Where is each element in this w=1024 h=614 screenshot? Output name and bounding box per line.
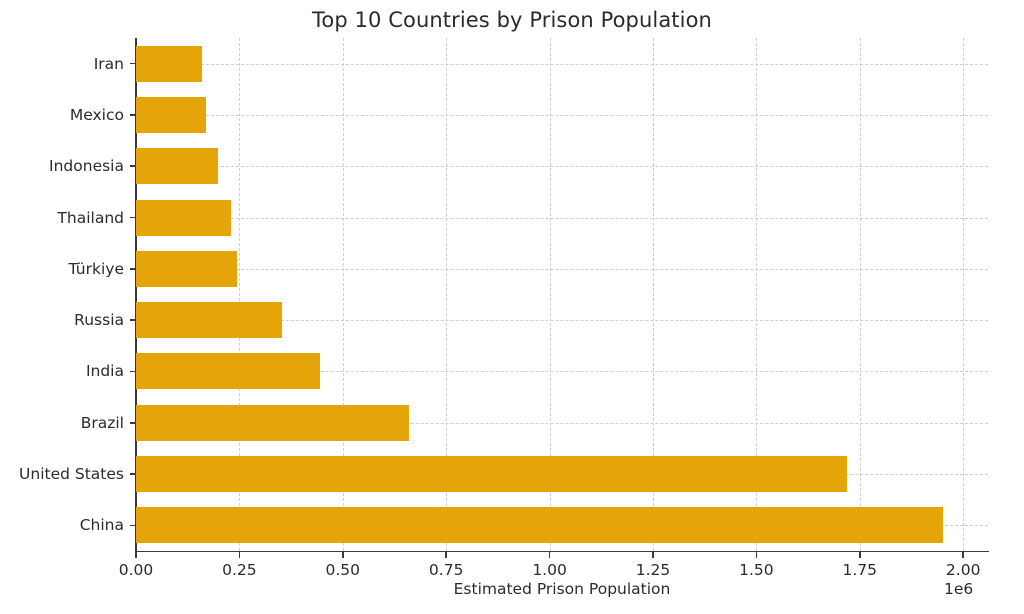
gridline-horizontal	[136, 320, 988, 322]
x-axis-tick-mark	[238, 552, 241, 558]
chart-title: Top 10 Countries by Prison Population	[312, 8, 712, 32]
x-axis-tick-label: 0.00	[118, 561, 154, 579]
y-axis-tick-mark	[130, 114, 136, 116]
plot-area	[136, 38, 988, 551]
x-axis-tick-label: 1.50	[739, 561, 774, 579]
x-axis-tick-label: 0.75	[428, 561, 464, 579]
gridline-horizontal	[136, 114, 988, 116]
y-axis-tick-label: Iran	[93, 54, 124, 73]
x-axis-tick-label: 1.00	[532, 561, 567, 579]
y-axis-tick-mark	[130, 216, 136, 219]
gridline-vertical	[239, 38, 241, 551]
x-axis-tick-label: 2.00	[945, 561, 981, 579]
bar	[136, 96, 207, 133]
gridline-vertical	[652, 38, 654, 551]
gridline-vertical	[963, 38, 965, 551]
x-axis-tick-mark	[135, 552, 137, 558]
x-axis-label: Estimated Prison Population	[453, 580, 671, 598]
bar	[136, 456, 848, 493]
y-axis-tick-mark	[130, 473, 136, 475]
x-axis-tick-mark	[962, 552, 964, 558]
y-axis-tick-label: Mexico	[69, 105, 124, 124]
gridline-horizontal	[136, 268, 988, 270]
x-axis-tick-label: 0.25	[222, 561, 257, 579]
y-axis-tick-mark	[130, 524, 136, 527]
x-axis-offset-multiplier: 1e6	[944, 580, 974, 598]
x-axis-spine	[136, 550, 989, 553]
y-axis-tick-label: United States	[19, 465, 124, 484]
gridline-vertical	[756, 38, 758, 551]
y-axis-tick-mark	[130, 319, 136, 321]
gridline-horizontal	[136, 63, 988, 65]
y-axis-tick-label: Türkiye	[68, 259, 124, 278]
bar	[136, 148, 218, 185]
bar	[136, 250, 237, 287]
y-axis-tick-mark	[130, 421, 136, 424]
y-axis-tick-label: Russia	[74, 311, 124, 330]
bar	[136, 302, 282, 339]
x-axis-tick-label: 1.25	[635, 561, 671, 579]
gridline-vertical	[549, 38, 551, 551]
y-axis-tick-label: China	[79, 516, 124, 535]
gridline-horizontal	[136, 371, 988, 373]
x-axis-tick-mark	[652, 552, 654, 558]
gridline-vertical	[446, 38, 448, 551]
x-axis-tick-mark	[548, 552, 551, 558]
gridline-vertical	[859, 38, 861, 551]
y-axis-tick-label: Brazil	[80, 413, 124, 432]
y-axis-tick-mark	[130, 62, 136, 65]
x-axis-tick-mark	[858, 552, 861, 558]
gridline-horizontal	[136, 217, 988, 219]
bar	[136, 45, 202, 82]
x-axis-tick-mark	[755, 552, 758, 558]
x-axis-tick-label: 1.75	[842, 561, 878, 579]
gridline-horizontal	[136, 422, 988, 424]
bar	[136, 199, 231, 236]
x-axis-tick-mark	[341, 552, 344, 558]
bar	[136, 404, 409, 441]
y-axis-tick-labels: Iran Mexico Indonesia Thailand Türkiye Russia…	[0, 0, 124, 614]
x-axis-tick-mark	[445, 552, 447, 558]
bar	[136, 507, 943, 544]
y-axis-tick-label: Thailand	[57, 208, 124, 227]
bar	[136, 353, 320, 390]
gridline-vertical	[342, 38, 344, 551]
y-axis-tick-mark	[130, 165, 136, 168]
y-axis-tick-mark	[130, 370, 136, 373]
y-axis-tick-label: Indonesia	[49, 157, 124, 176]
y-axis-tick-label: India	[85, 362, 124, 381]
y-axis-spine	[135, 38, 137, 552]
gridline-horizontal	[136, 166, 988, 168]
y-axis-tick-mark	[130, 268, 136, 270]
x-axis-tick-label: 0.50	[325, 561, 361, 579]
